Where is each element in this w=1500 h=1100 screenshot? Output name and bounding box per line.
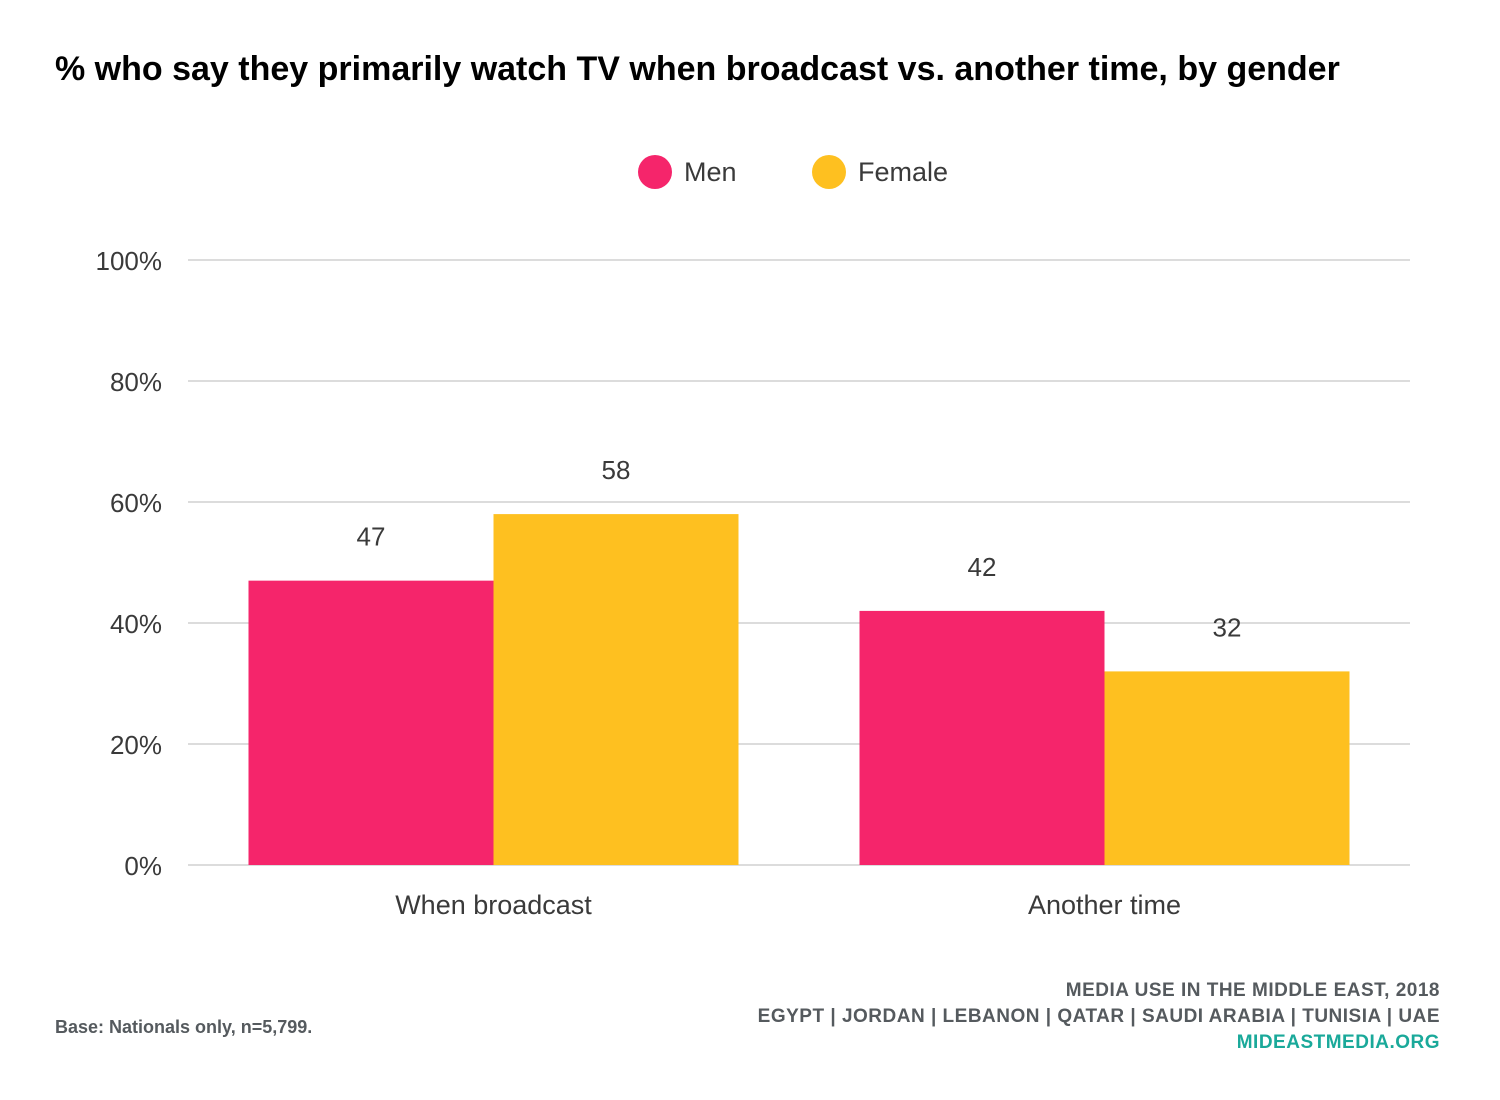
data-label: 47 (357, 522, 386, 552)
base-note: Base: Nationals only, n=5,799. (55, 1017, 313, 1037)
legend-swatch-men (638, 155, 672, 189)
source-line-2: EGYPT | JORDAN | LEBANON | QATAR | SAUDI… (757, 1006, 1440, 1027)
y-tick-label: 80% (110, 367, 162, 397)
source-block: MEDIA USE IN THE MIDDLE EAST, 2018 EGYPT… (758, 978, 1440, 1056)
data-label: 32 (1213, 612, 1242, 642)
y-tick-label: 40% (110, 609, 162, 639)
bar-female (493, 514, 739, 865)
x-tick-label: When broadcast (395, 890, 592, 920)
y-tick-label: 100% (96, 246, 163, 276)
source-line-1: MEDIA USE IN THE MIDDLE EAST, 2018 (1065, 980, 1440, 1001)
y-tick-label: 20% (110, 730, 162, 760)
legend: Men Female (0, 155, 1500, 195)
legend-label-female: Female (858, 156, 949, 187)
chart-title: % who say they primarily watch TV when b… (55, 50, 1340, 88)
source-site-link[interactable]: MIDEASTMEDIA.ORG (1236, 1032, 1440, 1053)
bar-female (1104, 671, 1350, 865)
data-label: 58 (602, 455, 631, 485)
bar-men (859, 610, 1105, 865)
y-tick-label: 60% (110, 488, 162, 518)
bar-chart: 0% 20% 40% 60% 80% 100% 47 58 When broadcast 42 32… (96, 246, 1410, 920)
x-tick-label: Another time (1028, 890, 1181, 920)
data-label: 42 (968, 552, 997, 582)
y-tick-label: 0% (124, 851, 162, 881)
legend-item-men: Men (638, 155, 737, 189)
legend-item-female: Female (812, 155, 948, 189)
legend-swatch-female (812, 155, 846, 189)
bar-men (248, 580, 494, 865)
legend-label-men: Men (684, 156, 737, 187)
